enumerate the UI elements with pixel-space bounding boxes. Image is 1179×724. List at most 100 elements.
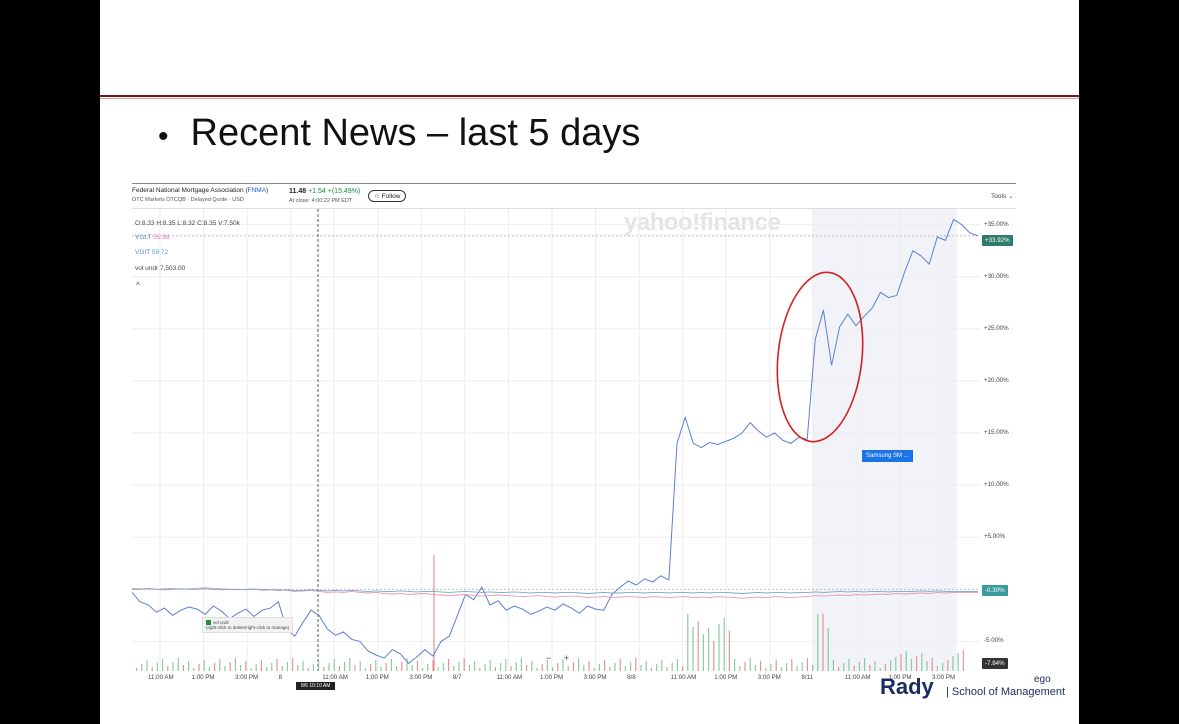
vglt-last-value-badge: -0.30%: [982, 585, 1008, 596]
series-line-fnma: [132, 218, 979, 664]
volume-bar: [765, 668, 767, 671]
volume-bar: [500, 663, 502, 671]
volume-bar: [281, 666, 283, 671]
volume-bar: [843, 663, 845, 671]
exchange-line: OTC Markets OTCQB · Delayed Quote · USD: [132, 197, 244, 203]
volume-bar: [541, 664, 543, 671]
legend-vglt[interactable]: VGLT 55.98: [135, 234, 170, 241]
x-tick-label: 3:00 PM: [757, 674, 781, 681]
volume-bar: [718, 624, 720, 671]
volume-bar: [240, 665, 242, 671]
bullet-point: • Recent News – last 5 days: [158, 112, 640, 162]
volume-bar: [323, 667, 325, 671]
volume-bar: [723, 618, 725, 671]
volume-bar: [354, 665, 356, 671]
volume-bar: [957, 653, 959, 671]
volume-bar: [884, 664, 886, 671]
volume-bar: [796, 666, 798, 671]
y-tick-label: -5.00%: [984, 637, 1004, 645]
y-tick-label: +5.00%: [984, 533, 1006, 541]
x-tick-label: 3:00 PM: [235, 674, 259, 681]
volume-bar: [474, 661, 476, 671]
volume-bar: [635, 658, 637, 671]
volume-bar: [858, 662, 860, 671]
volume-bar: [333, 659, 335, 671]
volume-bar: [838, 667, 840, 671]
volume-bar: [427, 664, 429, 671]
volume-bar: [208, 667, 210, 671]
volume-bar: [219, 659, 221, 671]
volume-bar: [786, 663, 788, 671]
volume-bar: [224, 666, 226, 671]
volume-bar: [624, 666, 626, 671]
volume-bar: [567, 666, 569, 671]
volume-bar: [760, 661, 762, 671]
volume-bar: [900, 654, 902, 671]
news-annotation-tag[interactable]: Samsung SM ...: [862, 450, 913, 462]
fnma-last-value-badge: +33.92%: [982, 235, 1013, 246]
volume-bar: [162, 659, 164, 671]
x-tick-label: 11:00 AM: [844, 674, 871, 681]
volume-bar: [656, 664, 658, 671]
volume-bar: [645, 661, 647, 671]
school-name: | School of Management: [946, 686, 1066, 698]
volume-color-swatch: [206, 620, 211, 626]
volume-bar: [312, 664, 314, 671]
volume-bar: [822, 614, 824, 671]
volume-bar: [531, 661, 533, 671]
volume-bar: [734, 659, 736, 671]
volume-bar: [250, 668, 252, 671]
volume-bar: [167, 666, 169, 671]
volume-indicator-tooltip[interactable]: vol undr (right-click to delete/right-cl…: [202, 617, 294, 634]
volume-bar: [869, 665, 871, 671]
slide-header-rule-thin: [100, 98, 1079, 99]
volume-bar: [489, 660, 491, 671]
x-tick-label: 8: [278, 674, 283, 681]
volume-bar: [952, 656, 954, 671]
volume-bar: [515, 662, 517, 671]
volume-bar: [271, 663, 273, 671]
price-chart[interactable]: [132, 183, 1016, 693]
volume-bar: [266, 667, 268, 671]
header-top-line: [132, 183, 1016, 184]
volume-bar: [370, 664, 372, 671]
x-tick-label: 8/11: [801, 674, 813, 681]
volume-bar: [874, 661, 876, 671]
tools-menu[interactable]: Tools ⌄: [991, 193, 1014, 200]
volume-bar: [546, 660, 548, 671]
volume-bar: [349, 658, 351, 671]
collapse-legend-icon[interactable]: ^: [136, 281, 140, 290]
yahoo-finance-watermark: yahoo!finance: [624, 209, 781, 236]
volume-bar: [905, 651, 907, 671]
volume-bar: [806, 658, 808, 671]
session-shade: [812, 209, 957, 671]
volume-bar: [713, 641, 715, 671]
logo-tag: ego: [1034, 674, 1051, 685]
volume-bar: [463, 658, 465, 671]
volume-bar: [687, 614, 689, 671]
volume-bar: [910, 659, 912, 671]
volume-bar: [260, 660, 262, 671]
volume-bar: [562, 659, 564, 671]
follow-button[interactable]: ☆ Follow: [368, 190, 407, 202]
series-line-vgit: [132, 588, 978, 594]
legend-vgit[interactable]: VGIT 59.72: [135, 249, 169, 256]
volume-bar: [749, 658, 751, 671]
volume-bar: [832, 660, 834, 671]
volume-bar: [203, 660, 205, 671]
volume-bar: [182, 665, 184, 671]
volume-bar: [297, 665, 299, 671]
volume-bar: [453, 666, 455, 671]
volume-bar: [702, 634, 704, 671]
ohlc-readout: O:8.33 H:8.35 L:8.32 C:8.35 V:7.50k: [135, 220, 240, 227]
volume-bar: [401, 662, 403, 671]
zoom-controls[interactable]: − +: [546, 653, 575, 663]
volume-bar: [630, 662, 632, 671]
legend-volume[interactable]: vol undr 7,503.00: [135, 265, 186, 272]
volume-bar: [536, 668, 538, 671]
volume-bar: [328, 663, 330, 671]
volume-bar: [552, 667, 554, 671]
volume-bar: [229, 662, 231, 671]
ticker-link[interactable]: FNMA: [247, 187, 267, 194]
volume-bar: [921, 653, 923, 671]
